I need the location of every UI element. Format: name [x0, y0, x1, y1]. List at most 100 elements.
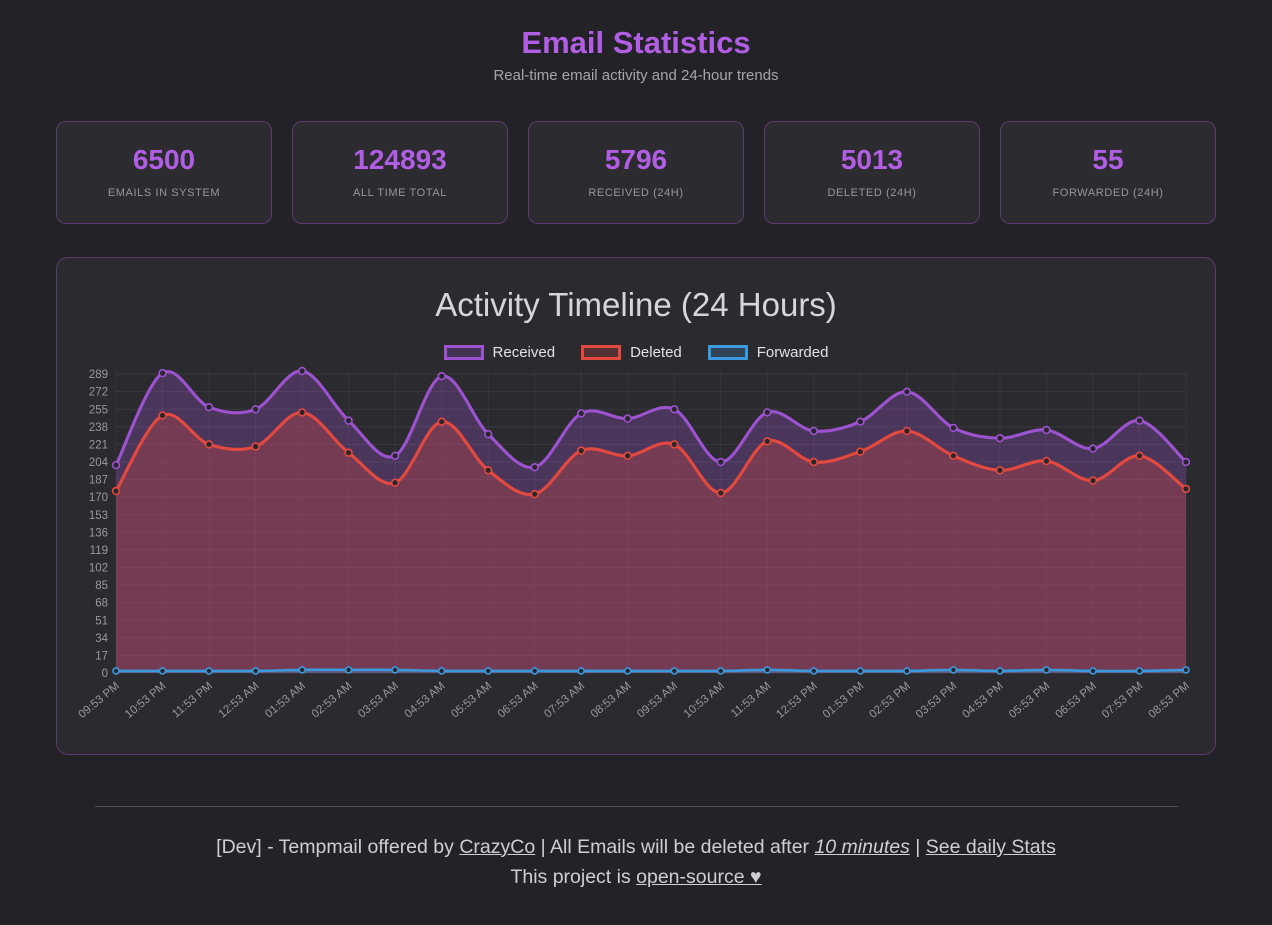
y-tick-label: 153 [89, 510, 108, 522]
point-received [484, 429, 493, 439]
footer-divider [94, 805, 1178, 807]
page-subtitle: Real-time email activity and 24-hour tre… [493, 67, 779, 84]
y-tick-label: 34 [95, 633, 108, 645]
point-forwarded [623, 666, 632, 675]
point-forwarded [996, 666, 1004, 675]
x-tick-label: 11:53 AM [729, 680, 773, 720]
stat-value: 6500 [132, 144, 196, 175]
point-received [390, 451, 400, 460]
point-deleted [1135, 451, 1144, 460]
footer-link-open-source[interactable]: open-source ♥ [636, 865, 762, 888]
chart-title: Activity Timeline (24 Hours) [435, 285, 837, 323]
point-forwarded [344, 665, 353, 674]
stat-label: ALL TIME TOTAL [353, 186, 447, 199]
chart-legend: Received Deleted Forwarded [72, 344, 1200, 361]
legend-label: Forwarded [756, 343, 829, 361]
stat-card-forwarded-24h: 55 FORWARDED (24H) [1000, 121, 1216, 224]
point-received [670, 404, 679, 414]
point-deleted [158, 411, 167, 420]
y-tick-label: 85 [95, 580, 108, 592]
point-received [1088, 444, 1098, 453]
point-deleted [949, 451, 958, 460]
legend-swatch-forwarded [707, 344, 748, 360]
stat-label: EMAILS IN SYSTEM [107, 186, 221, 199]
point-deleted [763, 436, 772, 446]
point-forwarded [903, 666, 911, 675]
x-tick-label: 04:53 AM [403, 680, 448, 720]
y-tick-label: 119 [90, 545, 108, 557]
point-forwarded [251, 666, 260, 675]
x-tick-label: 01:53 PM [821, 680, 866, 721]
y-tick-label: 204 [89, 457, 109, 469]
area-deleted [116, 412, 1186, 673]
x-tick-label: 06:53 PM [1053, 680, 1098, 721]
point-deleted [716, 488, 725, 497]
footer-link-crazyco[interactable]: CrazyCo [459, 835, 536, 858]
point-deleted [809, 457, 818, 466]
x-tick-label: 12:53 PM [774, 680, 819, 721]
footer-line-2: This project is open-source ♥ [0, 866, 1272, 889]
point-forwarded [1135, 666, 1144, 675]
footer-text-segment: This project is [510, 865, 637, 888]
point-deleted [204, 439, 214, 449]
legend-label: Received [492, 343, 556, 361]
stat-value: 124893 [353, 144, 447, 175]
stat-card-emails-in-system: 6500 EMAILS IN SYSTEM [56, 121, 272, 224]
x-tick-label: 04:53 PM [960, 680, 1005, 721]
y-tick-label: 51 [95, 615, 108, 627]
x-tick-label: 07:53 PM [1100, 680, 1145, 721]
point-received [716, 457, 725, 466]
stat-label: RECEIVED (24H) [588, 186, 684, 199]
point-received [204, 402, 214, 412]
x-tick-label: 12:53 AM [217, 680, 262, 720]
footer-text-segment: 10 minutes [814, 835, 910, 858]
x-tick-label: 05:53 PM [1007, 680, 1052, 721]
point-forwarded [530, 666, 539, 675]
y-tick-label: 221 [89, 439, 108, 451]
stat-label: FORWARDED (24H) [1052, 186, 1164, 199]
point-forwarded [809, 666, 818, 675]
y-tick-label: 170 [89, 492, 108, 504]
x-tick-label: 01:53 AM [263, 680, 308, 720]
point-deleted [1088, 476, 1098, 485]
footer-text-segment: | [909, 835, 926, 858]
page-footer: [Dev] - Tempmail offered by CrazyCo | Al… [0, 805, 1272, 889]
stats-row: 6500 EMAILS IN SYSTEM 124893 ALL TIME TOTAL… [56, 121, 1216, 224]
page-title: Email Statistics [521, 25, 751, 60]
point-forwarded [391, 665, 399, 674]
point-received [530, 462, 539, 472]
footer-line-1: [Dev] - Tempmail offered by CrazyCo | Al… [0, 836, 1272, 859]
point-deleted [1042, 456, 1051, 465]
stat-value: 55 [1092, 144, 1124, 175]
page-header: Email Statistics Real-time email activit… [0, 25, 1272, 84]
point-received [437, 371, 446, 381]
footer-link-see-daily-stats[interactable]: See daily Stats [925, 835, 1056, 858]
legend-item-received[interactable]: Received [443, 343, 556, 361]
point-forwarded [949, 665, 958, 674]
point-received [856, 417, 865, 426]
point-received [158, 368, 167, 378]
point-forwarded [716, 666, 725, 675]
point-received [577, 408, 586, 418]
legend-item-deleted[interactable]: Deleted [581, 344, 682, 361]
point-received [251, 404, 260, 414]
legend-item-forwarded[interactable]: Forwarded [707, 343, 829, 361]
point-forwarded [158, 666, 167, 675]
point-received [1181, 457, 1191, 466]
legend-swatch-deleted [581, 344, 622, 360]
activity-chart-svg: 0 17 34 51 68 85 102 119 136 153 170 187 204 221 238 25… [76, 366, 1192, 721]
x-tick-label: 02:53 AM [310, 680, 355, 720]
legend-swatch-received [443, 344, 484, 360]
point-forwarded [577, 666, 586, 675]
point-forwarded [298, 665, 306, 674]
x-tick-label: 03:53 PM [914, 680, 959, 721]
x-tick-label: 06:53 AM [496, 680, 541, 720]
y-tick-label: 102 [89, 562, 108, 574]
point-forwarded [205, 666, 213, 675]
x-tick-label: 09:53 AM [635, 680, 680, 720]
y-tick-label: 17 [95, 650, 108, 662]
footer-text-segment: | All Emails will be deleted after [535, 835, 815, 858]
point-received [949, 423, 958, 432]
point-deleted [1181, 484, 1191, 493]
x-tick-label: 10:53 AM [682, 680, 727, 720]
